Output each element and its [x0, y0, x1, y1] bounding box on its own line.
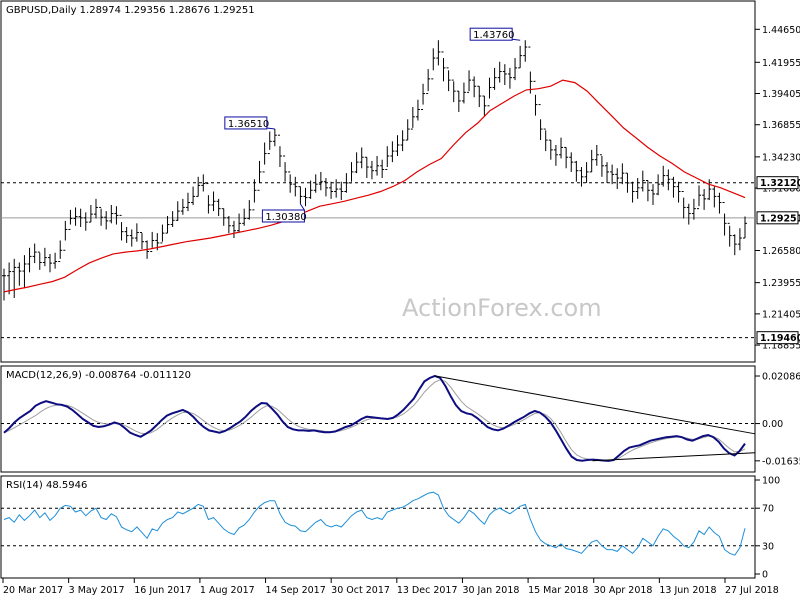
rsi-y-axis: 100 70 30 0: [755, 476, 780, 581]
rsi-y-tick-label: 70: [762, 504, 774, 515]
rsi-line: [3, 491, 746, 556]
annotation-connector: [266, 127, 275, 130]
x-axis-date-label: 20 Mar 2017: [3, 585, 63, 596]
macd-signal-line: [3, 379, 746, 462]
rsi-y-tick-label: 100: [762, 476, 780, 487]
price-level-label: 1.19460: [760, 333, 800, 344]
x-axis-date-label: 27 Jul 2018: [725, 585, 779, 596]
annotation-label: 1.36510: [228, 119, 269, 130]
annotation-box: [469, 27, 513, 41]
x-axis-date-label: 3 May 2017: [69, 585, 125, 596]
rsi-panel-frame: [0, 475, 756, 579]
annotation-connector: [512, 38, 521, 41]
rsi-y-tick-label: 0: [762, 570, 768, 581]
price-y-tick-label: 1.26580: [762, 246, 800, 257]
price-horizontal-lines: [1, 182, 755, 339]
macd-layer: [1, 374, 756, 462]
x-axis-date-label: 30 Jan 2018: [462, 585, 519, 596]
annotation-box: [224, 116, 268, 130]
x-axis-date-label: 1 Aug 2017: [200, 585, 255, 596]
price-y-tick-label: 1.34230: [762, 152, 800, 163]
price-y-tick-label: 1.21405: [762, 309, 800, 320]
price-y-tick-label: 1.44650: [762, 25, 800, 36]
moving-average-path: [3, 79, 746, 293]
macd-y-tick-label: 0.020861: [762, 372, 800, 383]
price-y-tick-label: 1.36855: [762, 120, 800, 131]
macd-y-tick-label: 0.00: [762, 419, 783, 430]
price-level-box: [756, 211, 799, 225]
price-panel-frame: [0, 0, 756, 363]
x-axis-date-label: 13 Jun 2018: [659, 585, 716, 596]
price-level-label: 1.29251: [760, 213, 800, 224]
price-y-tick-label: 1.18855: [762, 341, 800, 352]
annotation-connector: [299, 203, 305, 211]
watermark: ActionForex.com: [402, 294, 602, 322]
price-level-label: 1.32120: [760, 178, 800, 189]
x-axis-date-label: 30 Oct 2017: [331, 585, 390, 596]
annotation-label: 1.43760: [473, 30, 514, 41]
x-axis: 20 Mar 2017 3 May 2017 16 Jun 2017 1 Aug 20…: [2, 578, 779, 596]
rsi-y-tick-label: 30: [762, 541, 774, 552]
price-y-tick-label: 1.23955: [762, 278, 800, 289]
macd-y-axis: 0.020861 0.00 -0.016357: [755, 372, 800, 467]
price-y-tick-label: 1.39405: [762, 89, 800, 100]
macd-lower-trendline: [592, 452, 756, 462]
price-panel-title: GBPUSD,Daily 1.28974 1.29356 1.28676 1.2…: [6, 5, 255, 16]
x-axis-date-label: 13 Dec 2017: [397, 585, 458, 596]
price-bars: [2, 40, 747, 301]
price-level-box: [756, 176, 799, 190]
x-axis-date-label: 14 Sep 2017: [266, 585, 326, 596]
annotation-label: 1.30380: [265, 212, 306, 223]
macd-panel-frame: [0, 365, 756, 473]
x-axis-date-label: 30 Apr 2018: [594, 585, 653, 596]
price-y-axis: 1.446501.419551.394051.368551.342301.316…: [755, 25, 800, 352]
price-y-tick-label: 1.41955: [762, 58, 800, 69]
annotation-box: [261, 209, 305, 223]
x-axis-date-label: 16 Jun 2017: [134, 585, 191, 596]
moving-average-line: [3, 79, 746, 293]
price-level-box: [756, 331, 799, 345]
price-annotations: 1.36510 1.30380 1.43760: [224, 27, 521, 223]
macd-panel-title: MACD(12,26,9) -0.008764 -0.011120: [6, 370, 191, 381]
macd-y-tick-label: -0.016357: [762, 456, 800, 467]
macd-line: [3, 374, 746, 462]
macd-upper-trendline: [434, 375, 756, 435]
rsi-layer: [1, 491, 755, 556]
x-axis-date-label: 15 Mar 2018: [528, 585, 588, 596]
rsi-panel-title: RSI(14) 48.5946: [6, 480, 87, 491]
